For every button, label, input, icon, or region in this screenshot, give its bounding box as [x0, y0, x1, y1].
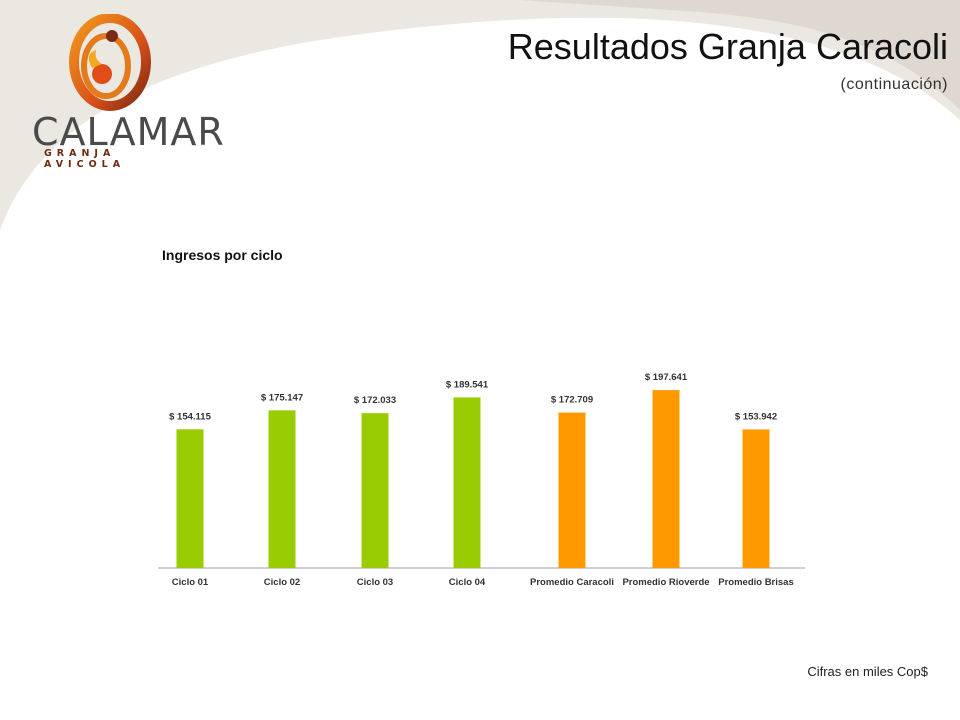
category-tick-label: Ciclo 03	[357, 577, 393, 588]
page-title: Resultados Granja Caracoli	[507, 26, 948, 67]
category-tick-label: Promedio Caracoli	[530, 577, 614, 588]
data-label: $ 172.709	[551, 395, 593, 406]
rooster-emblem-icon	[69, 13, 151, 111]
bar-ciclo-04	[453, 397, 481, 568]
data-label: $ 172.033	[354, 395, 396, 406]
chart-heading: Ingresos por ciclo	[162, 247, 283, 263]
data-label: $ 175.147	[261, 392, 303, 403]
category-tick-label: Ciclo 01	[172, 577, 209, 588]
bar-ciclo-03	[361, 413, 389, 568]
data-label: $ 153.942	[735, 411, 777, 422]
category-tick-label: Promedio Brisas	[718, 577, 794, 588]
bar-promedio-caracoli	[558, 412, 586, 568]
bar-ciclo-02	[268, 410, 296, 568]
bar-ciclo-01	[176, 429, 204, 568]
category-tick-label: Promedio Rioverde	[622, 577, 709, 588]
logo-tagline: GRANJA AVICOLA	[44, 148, 126, 170]
category-tick-label: Ciclo 02	[264, 577, 300, 588]
data-label: $ 154.115	[169, 411, 211, 422]
bar-promedio-brisas	[742, 429, 770, 568]
data-label: $ 189.541	[446, 379, 489, 390]
page-subtitle: (continuación)	[840, 76, 948, 93]
data-label: $ 197.641	[645, 372, 688, 383]
calamar-logo: CALAMAR GRANJA AVICOLA	[22, 13, 224, 170]
currency-footnote: Cifras en miles Cop$	[807, 664, 928, 679]
bar-promedio-rioverde	[652, 390, 680, 568]
revenue-bar-chart: $ 154.115 Ciclo 01 $ 175.147 Ciclo 02 $ 172.…	[158, 372, 805, 588]
category-tick-label: Ciclo 04	[449, 577, 486, 588]
logo-wordmark: CALAMAR	[32, 110, 225, 154]
